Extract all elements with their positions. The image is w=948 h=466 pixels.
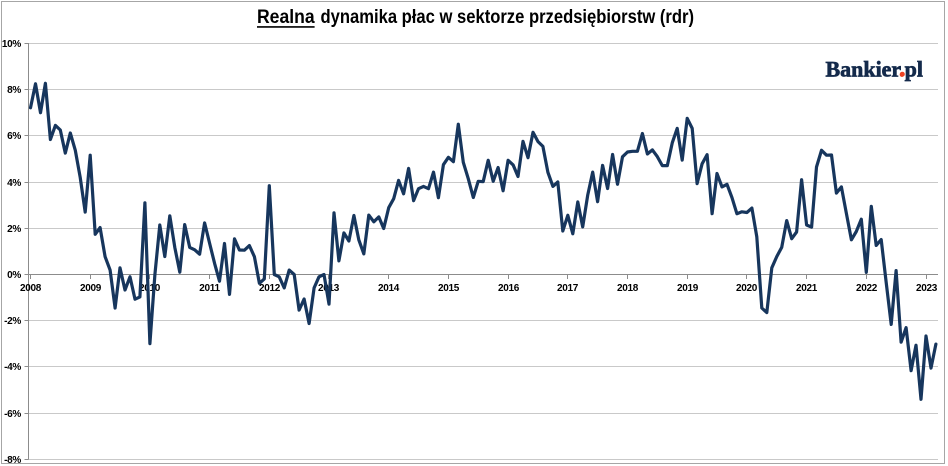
svg-text:dynamika płac w sektorze przed: dynamika płac w sektorze przedsiębiorstw… [321,6,695,28]
svg-text:2022: 2022 [856,283,878,294]
svg-text:2023: 2023 [916,283,938,294]
svg-text:-6%: -6% [4,409,21,420]
svg-text:2016: 2016 [498,283,520,294]
svg-text:2020: 2020 [736,283,758,294]
svg-text:4%: 4% [7,178,21,189]
svg-text:2012: 2012 [259,283,281,294]
svg-text:2009: 2009 [80,283,102,294]
svg-text:-8%: -8% [4,455,21,466]
svg-text:8%: 8% [7,85,21,96]
svg-text:2010: 2010 [139,283,161,294]
svg-text:2%: 2% [7,224,21,235]
svg-text:-2%: -2% [4,316,21,327]
svg-text:2008: 2008 [20,283,42,294]
svg-text:6%: 6% [7,131,21,142]
svg-text:2018: 2018 [617,283,639,294]
svg-text:10%: 10% [2,39,22,50]
svg-text:2014: 2014 [378,283,400,294]
svg-text:0%: 0% [7,270,21,281]
svg-text:2011: 2011 [199,283,220,294]
svg-text:Bankier.pl: Bankier.pl [826,57,924,82]
svg-text:2019: 2019 [677,283,699,294]
svg-text:-4%: -4% [4,362,21,373]
svg-text:2017: 2017 [557,283,579,294]
svg-text:2021: 2021 [796,283,818,294]
svg-text:Realna: Realna [257,6,315,28]
svg-text:2015: 2015 [438,283,460,294]
